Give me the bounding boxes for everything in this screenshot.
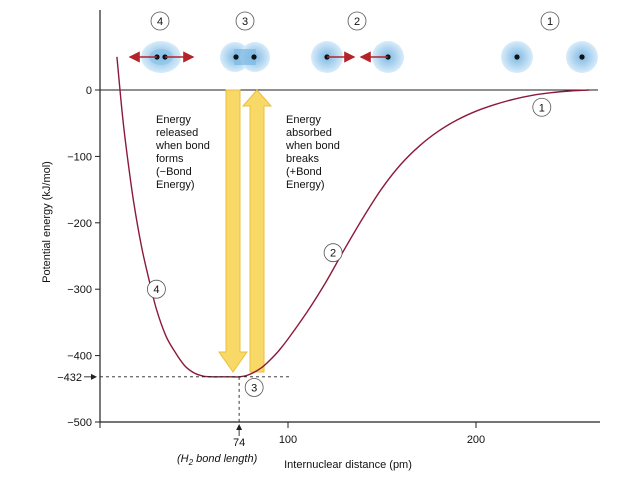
y-axis-title: Potential energy (kJ/mol) bbox=[41, 161, 53, 283]
stage-2-atoms bbox=[311, 41, 404, 73]
note-line: when bond bbox=[285, 140, 340, 152]
y-tick-label: 0 bbox=[86, 85, 92, 97]
curve-marker-3: 3 bbox=[244, 378, 264, 397]
y-tick-label: −500 bbox=[67, 417, 92, 429]
potential-energy-curve bbox=[116, 56, 589, 378]
bond-length-pointer-head bbox=[236, 424, 243, 430]
stage-1-atoms bbox=[501, 41, 598, 73]
y-tick-label: −200 bbox=[67, 218, 92, 230]
bond-energy-label: −432 bbox=[57, 372, 82, 384]
svg-text:2: 2 bbox=[330, 248, 336, 260]
note-line: (+Bond bbox=[286, 166, 322, 178]
note-line: when bond bbox=[155, 140, 210, 152]
atom-stages: 4 3 2 1 bbox=[128, 11, 598, 73]
svg-text:3: 3 bbox=[242, 16, 248, 28]
energy-released-note: Energy released when bond forms (−Bond Energy… bbox=[155, 114, 210, 191]
y-tick-label: −400 bbox=[67, 351, 92, 363]
note-line: absorbed bbox=[286, 127, 332, 139]
bond-length-label: 74 bbox=[233, 437, 245, 449]
svg-text:1: 1 bbox=[547, 16, 553, 28]
energy-released-arrow bbox=[218, 89, 248, 373]
curve-marker-2: 2 bbox=[323, 243, 343, 263]
stage-label-4: 4 bbox=[150, 11, 170, 31]
note-line: forms bbox=[156, 153, 184, 165]
note-line: Energy bbox=[156, 114, 191, 126]
svg-text:4: 4 bbox=[157, 16, 163, 28]
energy-absorbed-arrow bbox=[241, 89, 273, 373]
curve-markers: 1 2 3 4 bbox=[146, 97, 552, 397]
stage-3-molecule bbox=[220, 42, 270, 72]
stage-label-3: 3 bbox=[235, 11, 255, 31]
x-ticks: 100 200 bbox=[99, 422, 485, 446]
x-tick-label: 200 bbox=[467, 434, 485, 446]
bond-energy-pointer-head bbox=[91, 373, 97, 380]
curve-marker-4: 4 bbox=[146, 279, 166, 299]
note-line: Energy) bbox=[156, 179, 195, 191]
note-line: breaks bbox=[286, 153, 320, 165]
svg-text:2: 2 bbox=[354, 16, 360, 28]
y-ticks: 0 −100 −200 −300 −400 −500 bbox=[67, 85, 100, 429]
note-line: Energy) bbox=[286, 179, 325, 191]
y-tick-label: −100 bbox=[67, 151, 92, 163]
svg-text:1: 1 bbox=[539, 102, 545, 114]
bond-length-caption: (H2 bond length) bbox=[177, 453, 258, 467]
axes bbox=[99, 10, 600, 423]
note-line: released bbox=[156, 127, 198, 139]
x-tick-label: 100 bbox=[279, 434, 297, 446]
curve-marker-1: 1 bbox=[532, 97, 552, 117]
y-tick-label: −300 bbox=[67, 284, 92, 296]
energy-absorbed-note: Energy absorbed when bond breaks (+Bond Energ… bbox=[285, 114, 340, 191]
stage-label-2: 2 bbox=[347, 11, 367, 31]
stage-4-atoms bbox=[128, 41, 195, 73]
note-line: Energy bbox=[286, 114, 321, 126]
svg-text:3: 3 bbox=[251, 382, 257, 394]
x-axis-title: Internuclear distance (pm) bbox=[284, 459, 412, 471]
svg-text:4: 4 bbox=[153, 284, 159, 296]
stage-label-1: 1 bbox=[540, 11, 560, 31]
note-line: (−Bond bbox=[156, 166, 192, 178]
